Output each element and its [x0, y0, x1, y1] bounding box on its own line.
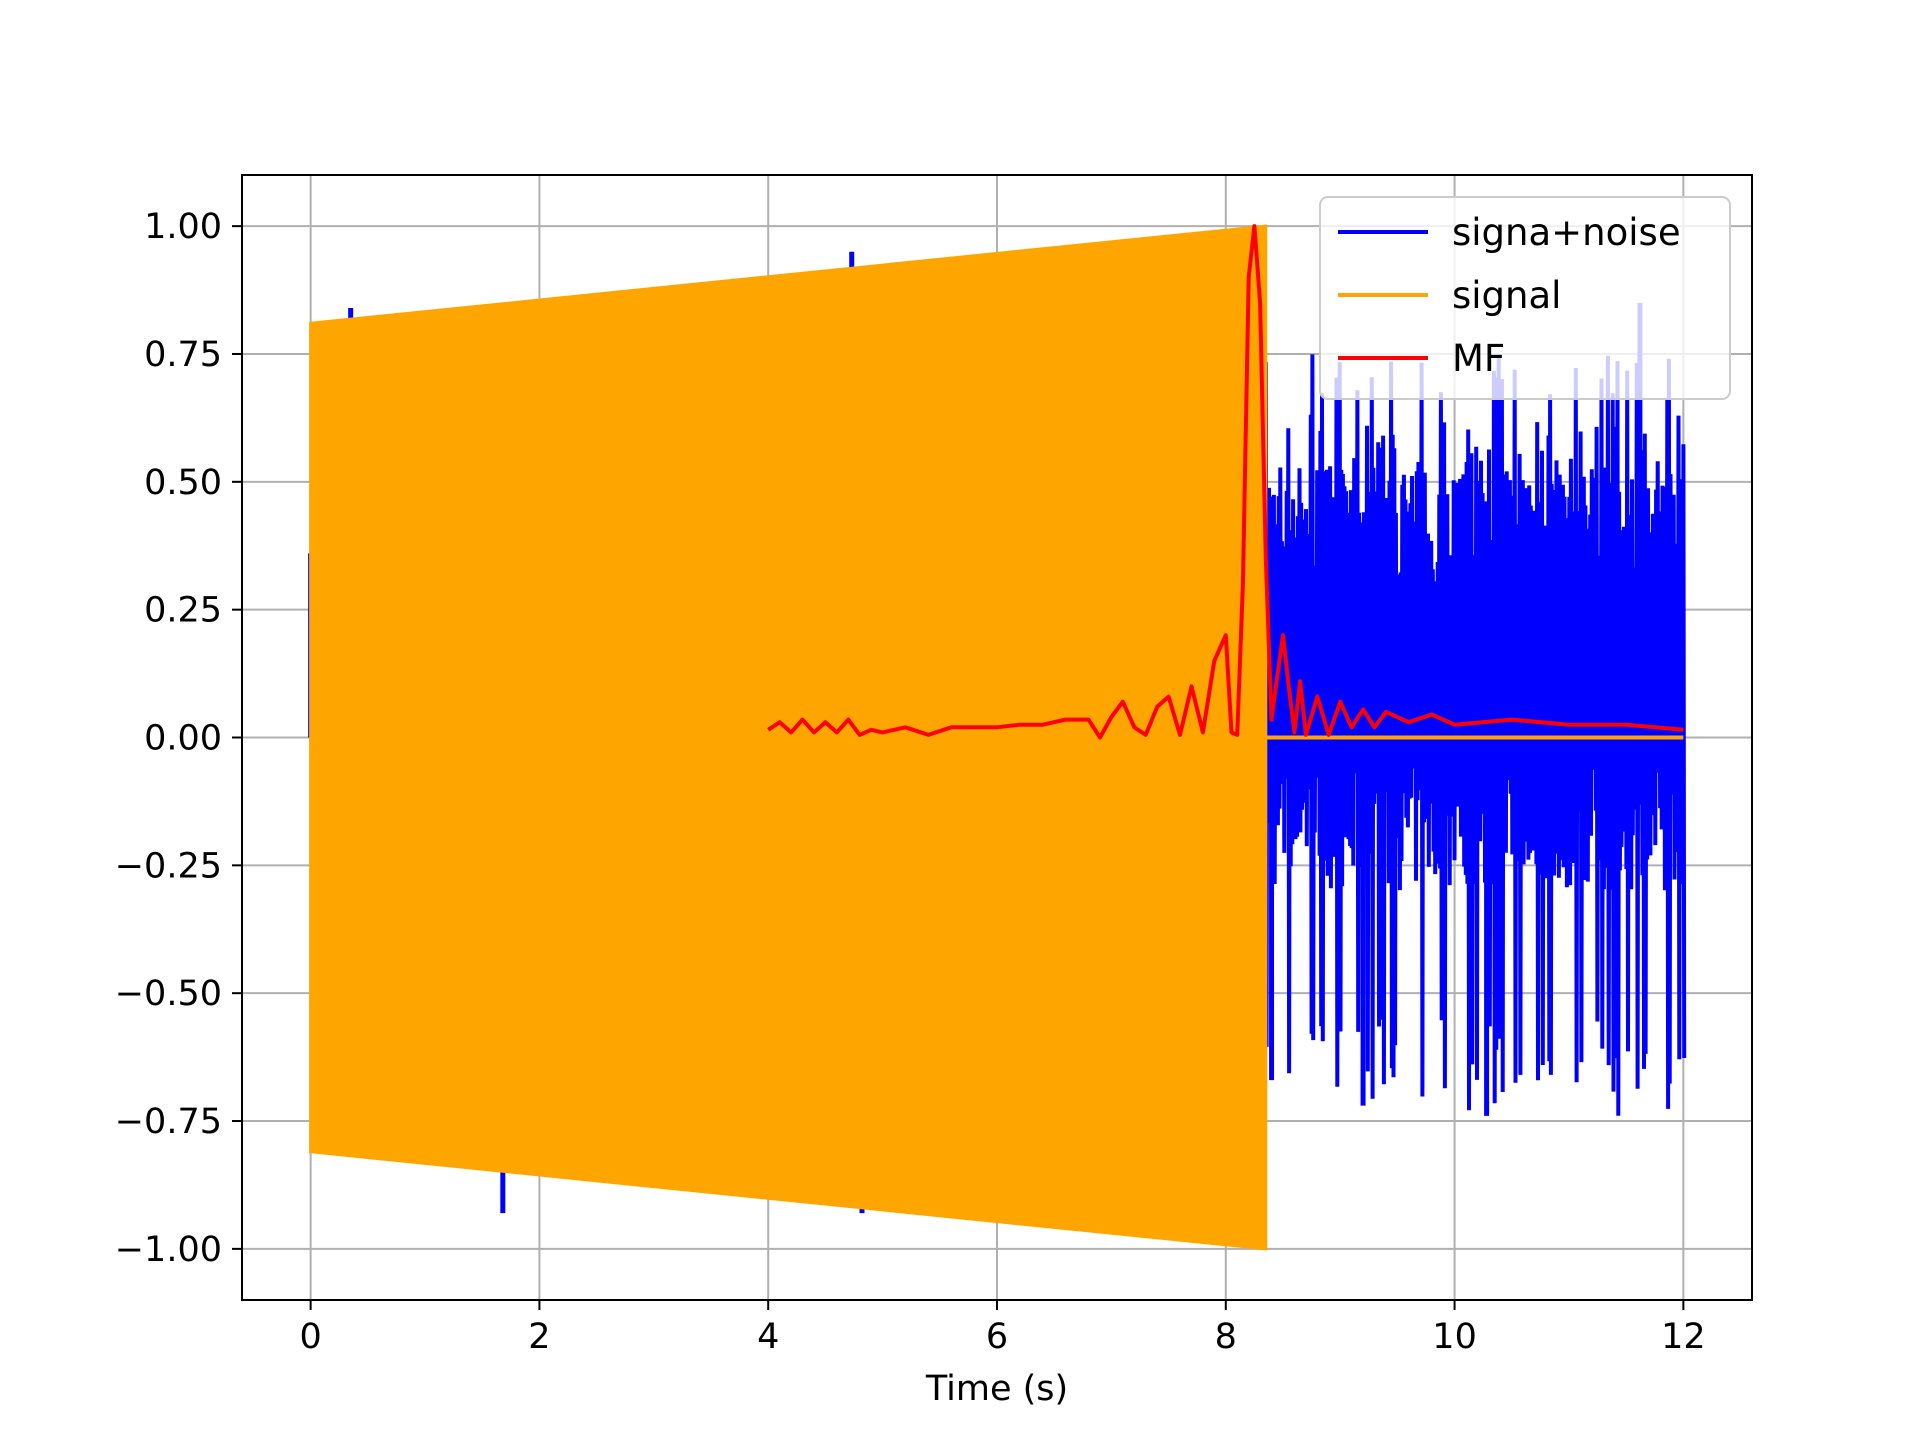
plot-area: [308, 224, 1687, 1251]
legend-label: signal: [1452, 274, 1561, 317]
legend-box: [1319, 196, 1731, 400]
y-tick-label: 0.00: [144, 719, 222, 759]
series-signal-noise-line: [1263, 354, 1687, 1116]
x-tick-label: 12: [1661, 1317, 1706, 1357]
legend: signa+noise signal MF: [1319, 196, 1731, 400]
y-tick-label: 0.75: [144, 335, 222, 375]
x-tick-label: 4: [757, 1317, 779, 1357]
series-signal-envelope: [309, 224, 1268, 1251]
y-tick-label: 0.50: [144, 463, 222, 503]
series-mf-line: [767, 224, 1684, 740]
y-tick-label: 0.25: [144, 591, 222, 631]
x-axis-label: Time (s): [925, 1369, 1068, 1409]
y-tick-label: 1.00: [144, 207, 222, 247]
x-tick-label: 6: [986, 1317, 1008, 1357]
y-tick-label: −0.75: [115, 1102, 222, 1142]
legend-label: MF: [1452, 337, 1505, 380]
y-tick-label: −1.00: [115, 1230, 222, 1270]
x-tick-label: 0: [299, 1317, 321, 1357]
y-tick-label: −0.50: [115, 974, 222, 1014]
legend-label: signa+noise: [1452, 211, 1681, 254]
x-tick-label: 10: [1432, 1317, 1477, 1357]
ticks: 0 2 4 6 8 10 12 1.00 0.75 0.50 0.25 0.00 −0.25 −0.50 −…: [115, 207, 1706, 1357]
x-tick-label: 2: [528, 1317, 550, 1357]
y-tick-label: −0.25: [115, 846, 222, 886]
x-tick-label: 8: [1215, 1317, 1237, 1357]
